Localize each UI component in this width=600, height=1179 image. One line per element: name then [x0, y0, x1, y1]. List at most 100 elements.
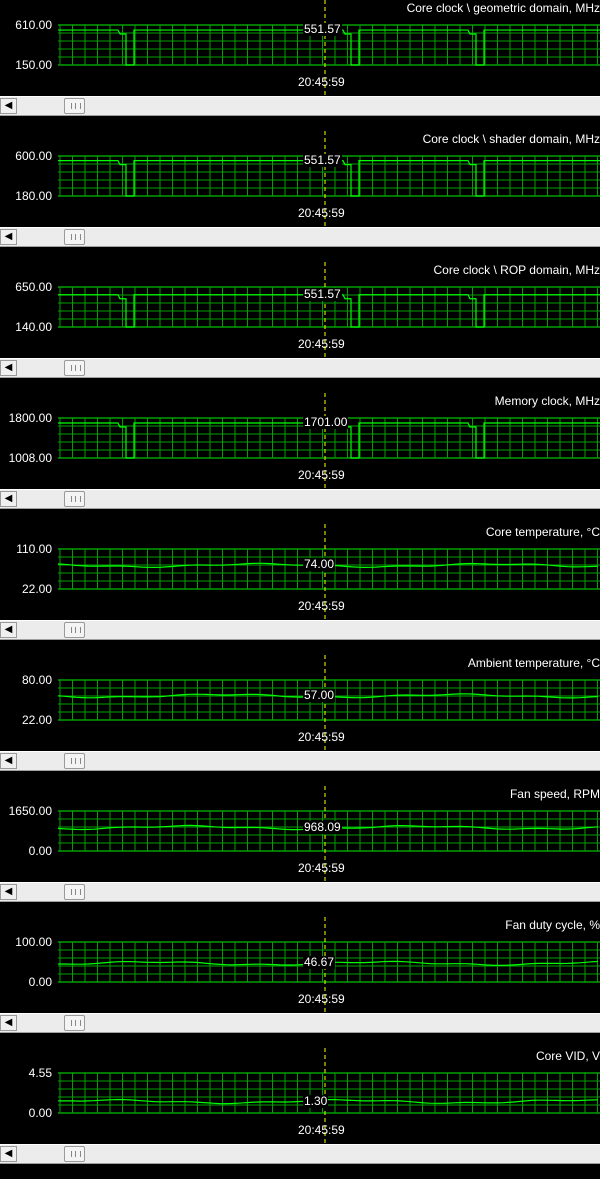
y-max-label: 80.00: [2, 673, 52, 687]
graph-title: Core clock \ ROP domain, MHz: [434, 263, 600, 277]
scroll-thumb-grip-icon: [71, 627, 81, 633]
chevron-left-icon: ◀: [5, 624, 13, 635]
panel-divider: [0, 902, 600, 917]
scroll-left-button[interactable]: ◀: [0, 884, 17, 900]
current-value-label: 1.30: [303, 1095, 328, 1108]
graph-title: Core clock \ shader domain, MHz: [423, 132, 600, 146]
chevron-left-icon: ◀: [5, 886, 13, 897]
graph-title: Fan speed, RPM: [510, 787, 600, 801]
scroll-thumb[interactable]: [64, 98, 85, 114]
timestamp-label: 20:45:59: [298, 599, 345, 613]
y-max-label: 4.55: [2, 1066, 52, 1080]
scroll-left-button[interactable]: ◀: [0, 229, 17, 245]
graph-area: Core VID, V 4.55 0.00 1.30 20:45:59: [0, 1048, 600, 1144]
scroll-thumb-grip-icon: [71, 758, 81, 764]
panel-divider: [0, 640, 600, 655]
hardware-monitor: Core clock \ geometric domain, MHz 610.00…: [0, 0, 600, 1142]
panel-divider: [0, 1164, 600, 1179]
current-value-label: 551.57: [303, 154, 342, 167]
scroll-left-button[interactable]: ◀: [0, 491, 17, 507]
scroll-thumb[interactable]: [64, 1146, 85, 1162]
current-value-label: 551.57: [303, 288, 342, 301]
scroll-thumb[interactable]: [64, 1015, 85, 1031]
timestamp-label: 20:45:59: [298, 992, 345, 1006]
timestamp-label: 20:45:59: [298, 337, 345, 351]
chevron-left-icon: ◀: [5, 100, 13, 111]
scroll-left-button[interactable]: ◀: [0, 753, 17, 769]
scroll-left-button[interactable]: ◀: [0, 1015, 17, 1031]
graph-title: Fan duty cycle, %: [505, 918, 600, 932]
chevron-left-icon: ◀: [5, 493, 13, 504]
timestamp-label: 20:45:59: [298, 75, 345, 89]
current-value-label: 551.57: [303, 23, 342, 36]
scroll-thumb-grip-icon: [71, 496, 81, 502]
graph-area: Core clock \ geometric domain, MHz 610.00…: [0, 0, 600, 96]
scroll-left-button[interactable]: ◀: [0, 622, 17, 638]
current-value-label: 1701.00: [303, 416, 348, 429]
horizontal-scrollbar[interactable]: ◀: [0, 358, 600, 378]
horizontal-scrollbar[interactable]: ◀: [0, 96, 600, 116]
graph-grid: [58, 1073, 600, 1113]
chevron-left-icon: ◀: [5, 231, 13, 242]
horizontal-scrollbar[interactable]: ◀: [0, 751, 600, 771]
y-min-label: 150.00: [2, 58, 52, 72]
scroll-thumb[interactable]: [64, 753, 85, 769]
y-min-label: 0.00: [2, 1106, 52, 1120]
y-min-label: 0.00: [2, 975, 52, 989]
horizontal-scrollbar[interactable]: ◀: [0, 882, 600, 902]
timestamp-label: 20:45:59: [298, 861, 345, 875]
graph-title: Core temperature, °C: [486, 525, 600, 539]
timestamp-label: 20:45:59: [298, 468, 345, 482]
scroll-left-button[interactable]: ◀: [0, 98, 17, 114]
y-max-label: 610.00: [2, 18, 52, 32]
scroll-thumb-grip-icon: [71, 365, 81, 371]
y-min-label: 22.00: [2, 582, 52, 596]
timestamp-label: 20:45:59: [298, 206, 345, 220]
horizontal-scrollbar[interactable]: ◀: [0, 1144, 600, 1164]
horizontal-scrollbar[interactable]: ◀: [0, 227, 600, 247]
scroll-thumb-grip-icon: [71, 1020, 81, 1026]
y-max-label: 110.00: [2, 542, 52, 556]
y-max-label: 1800.00: [2, 411, 52, 425]
graph-area: Core clock \ shader domain, MHz 600.00 180…: [0, 131, 600, 227]
y-max-label: 650.00: [2, 280, 52, 294]
graph-title: Core VID, V: [536, 1049, 600, 1063]
timestamp-label: 20:45:59: [298, 730, 345, 744]
current-value-label: 57.00: [303, 689, 335, 702]
y-min-label: 1008.00: [2, 451, 52, 465]
scroll-thumb-grip-icon: [71, 103, 81, 109]
current-value-label: 968.09: [303, 821, 342, 834]
scroll-thumb[interactable]: [64, 622, 85, 638]
chevron-left-icon: ◀: [5, 1017, 13, 1028]
horizontal-scrollbar[interactable]: ◀: [0, 1013, 600, 1033]
chevron-left-icon: ◀: [5, 755, 13, 766]
horizontal-scrollbar[interactable]: ◀: [0, 489, 600, 509]
graph-title: Core clock \ geometric domain, MHz: [407, 1, 600, 15]
panel-divider: [0, 1033, 600, 1048]
y-max-label: 100.00: [2, 935, 52, 949]
scroll-thumb[interactable]: [64, 884, 85, 900]
chevron-left-icon: ◀: [5, 362, 13, 373]
y-min-label: 180.00: [2, 189, 52, 203]
graph-title: Ambient temperature, °C: [468, 656, 600, 670]
scroll-thumb-grip-icon: [71, 1151, 81, 1157]
scroll-thumb[interactable]: [64, 491, 85, 507]
panel-divider: [0, 378, 600, 393]
y-max-label: 600.00: [2, 149, 52, 163]
scroll-thumb-grip-icon: [71, 889, 81, 895]
panel-divider: [0, 509, 600, 524]
timestamp-label: 20:45:59: [298, 1123, 345, 1137]
panel-divider: [0, 116, 600, 131]
y-min-label: 140.00: [2, 320, 52, 334]
panel-divider: [0, 771, 600, 786]
scroll-left-button[interactable]: ◀: [0, 1146, 17, 1162]
scroll-left-button[interactable]: ◀: [0, 360, 17, 376]
scroll-thumb[interactable]: [64, 360, 85, 376]
scroll-thumb[interactable]: [64, 229, 85, 245]
horizontal-scrollbar[interactable]: ◀: [0, 620, 600, 640]
